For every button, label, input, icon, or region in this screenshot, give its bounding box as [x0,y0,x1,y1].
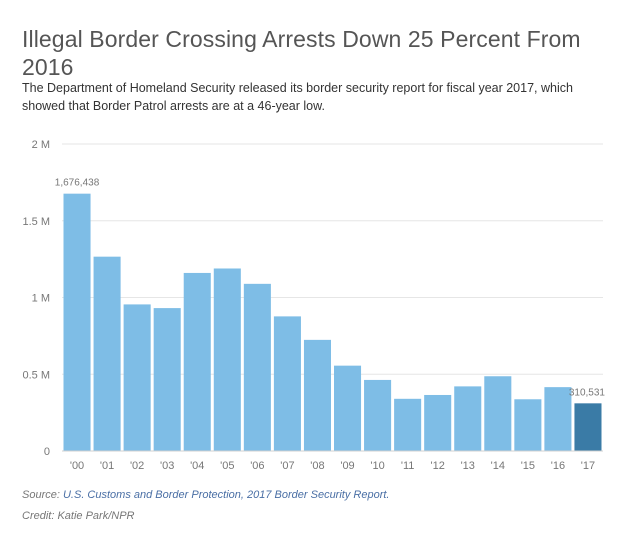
bar-09[interactable] [334,365,362,451]
bar-07[interactable] [273,316,301,451]
bar-01[interactable] [93,256,121,451]
bar-08[interactable] [303,339,331,451]
bar-17[interactable] [574,403,602,451]
bar-00[interactable] [63,193,91,452]
x-tick-label: '01 [100,460,114,472]
x-tick-label: '05 [220,460,234,472]
data-label: 1,676,438 [55,178,100,189]
data-label: 310,531 [569,387,606,398]
x-tick-label: '12 [431,460,445,472]
y-tick-label: 0 [44,446,50,458]
y-tick-label: 0.5 M [22,369,50,381]
y-tick-label: 1 M [32,293,50,305]
chart-subtitle: The Department of Homeland Security rele… [22,81,573,113]
x-tick-label: '10 [370,460,384,472]
x-tick-label: '07 [280,460,294,472]
source-label: Source: [22,489,60,501]
bar-11[interactable] [394,398,422,451]
x-tick-label: '08 [310,460,324,472]
source-note: Source: U.S. Customs and Border Protecti… [22,489,389,501]
bar-03[interactable] [153,308,181,451]
bar-chart: 0 0.5 M 1 M 1.5 M 2 M '00 '01 '02 '03 '04 '05 '06 '0… [22,139,606,472]
x-tick-label: '02 [130,460,144,472]
x-tick-label: '09 [340,460,354,472]
bar-12[interactable] [424,394,452,451]
bar-13[interactable] [454,386,482,451]
x-tick-label: '16 [551,460,565,472]
x-tick-label: '15 [521,460,535,472]
bar-10[interactable] [364,379,392,451]
bar-15[interactable] [514,399,542,451]
chart-title: Illegal Border Crossing Arrests Down 25 … [22,26,581,81]
x-tick-label: '14 [491,460,505,472]
bar-04[interactable] [183,272,211,451]
bar-14[interactable] [484,376,512,451]
y-tick-label: 2 M [32,139,50,151]
bar-05[interactable] [213,268,241,451]
x-tick-label: '00 [70,460,84,472]
x-tick-label: '17 [581,460,595,472]
x-tick-label: '06 [250,460,264,472]
bar-16[interactable] [544,387,572,451]
y-tick-label: 1.5 M [22,216,50,228]
bar-06[interactable] [243,283,271,451]
credit-note: Credit: Katie Park/NPR [22,510,135,522]
x-tick-label: '11 [401,460,415,472]
source-link[interactable]: U.S. Customs and Border Protection, 2017… [62,489,390,501]
x-tick-label: '13 [461,460,475,472]
x-tick-label: '04 [190,460,204,472]
bar-02[interactable] [123,304,151,451]
x-tick-label: '03 [160,460,174,472]
